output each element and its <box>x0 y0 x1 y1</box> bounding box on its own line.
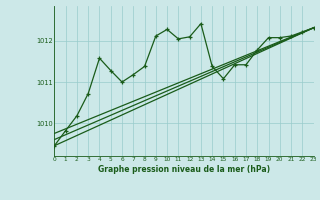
X-axis label: Graphe pression niveau de la mer (hPa): Graphe pression niveau de la mer (hPa) <box>98 165 270 174</box>
